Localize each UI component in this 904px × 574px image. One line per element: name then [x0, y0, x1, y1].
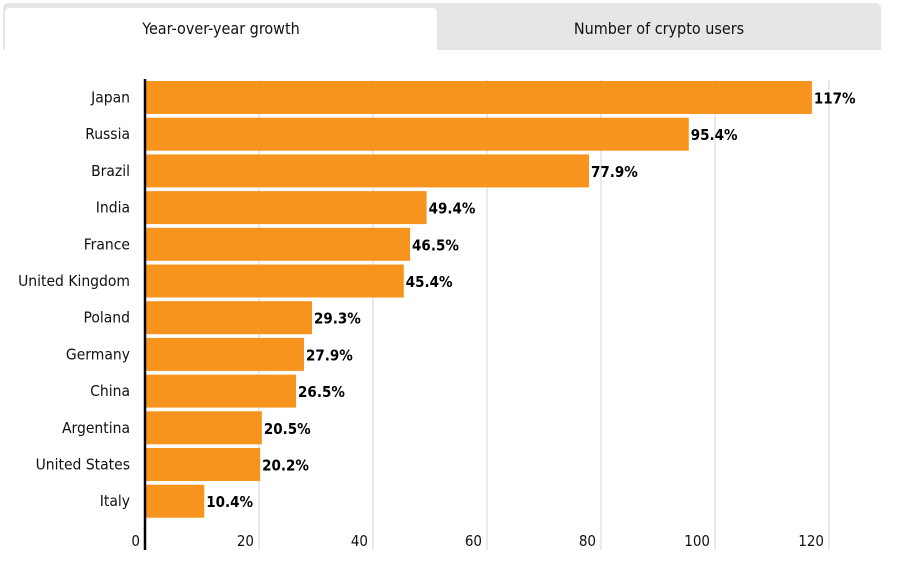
- category-label: Germany: [66, 345, 130, 363]
- x-tick-label: 40: [351, 532, 368, 550]
- x-tick-label: 20: [237, 532, 254, 550]
- tab-number-of-crypto-users[interactable]: Number of crypto users: [573, 19, 745, 38]
- category-label: China: [90, 382, 130, 400]
- data-label: 10.4%: [206, 493, 253, 511]
- category-label: India: [96, 199, 130, 217]
- category-label: Italy: [100, 492, 130, 510]
- bar: [145, 374, 297, 408]
- data-label: 45.4%: [406, 273, 453, 291]
- bar: [145, 227, 411, 261]
- tab-bar: Year-over-year growth Number of crypto u…: [3, 3, 881, 50]
- x-tick-label: 100: [684, 532, 710, 550]
- category-label: Japan: [90, 89, 130, 107]
- bar: [145, 301, 313, 335]
- bar: [145, 411, 262, 445]
- tab-year-over-year-growth[interactable]: Year-over-year growth: [5, 8, 437, 50]
- category-label: United States: [36, 456, 130, 474]
- category-label: Brazil: [91, 162, 130, 180]
- category-label: Poland: [84, 309, 131, 327]
- data-label: 117%: [814, 90, 856, 108]
- bar: [145, 337, 305, 371]
- data-label: 29.3%: [314, 310, 361, 328]
- x-tick-label: 60: [465, 532, 482, 550]
- bar: [145, 81, 812, 114]
- bar: [145, 154, 590, 188]
- data-label: 95.4%: [691, 126, 738, 144]
- data-label: 20.2%: [262, 457, 309, 475]
- data-label: 77.9%: [591, 163, 638, 181]
- bar: [145, 484, 205, 518]
- x-tick-label: 0: [131, 532, 140, 550]
- data-label: 26.5%: [298, 383, 345, 401]
- category-label: France: [84, 235, 130, 253]
- category-label: Russia: [85, 125, 130, 143]
- category-label: United Kingdom: [18, 272, 130, 290]
- bar: [145, 448, 261, 481]
- bar: [145, 191, 427, 225]
- data-label: 46.5%: [412, 236, 459, 254]
- data-label: 49.4%: [429, 200, 476, 218]
- bar: [145, 264, 404, 298]
- data-label: 20.5%: [264, 420, 311, 438]
- bar: [145, 117, 689, 151]
- x-tick-label: 120: [798, 532, 824, 550]
- x-tick-label: 80: [579, 532, 596, 550]
- data-label: 27.9%: [306, 346, 353, 364]
- category-label: Argentina: [62, 419, 130, 437]
